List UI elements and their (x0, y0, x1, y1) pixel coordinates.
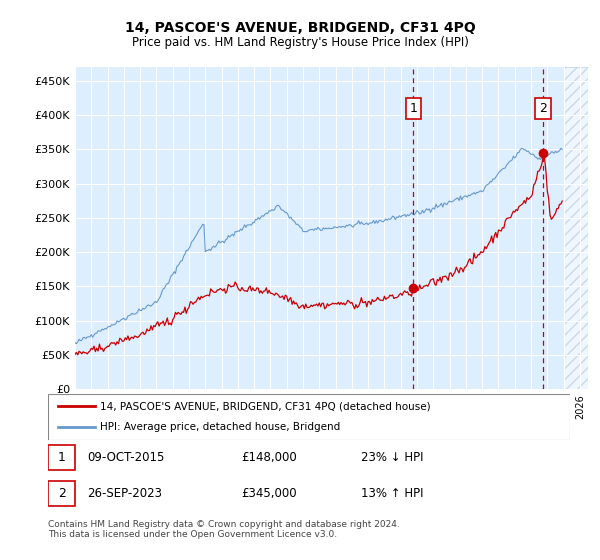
Text: 13% ↑ HPI: 13% ↑ HPI (361, 487, 424, 500)
Text: Contains HM Land Registry data © Crown copyright and database right 2024.
This d: Contains HM Land Registry data © Crown c… (48, 520, 400, 539)
Text: 1: 1 (409, 102, 418, 115)
Text: 26-SEP-2023: 26-SEP-2023 (87, 487, 162, 500)
Text: 2: 2 (58, 487, 65, 500)
FancyBboxPatch shape (48, 394, 570, 440)
Bar (563, 67, 596, 389)
Text: £148,000: £148,000 (241, 451, 297, 464)
Text: 14, PASCOE'S AVENUE, BRIDGEND, CF31 4PQ: 14, PASCOE'S AVENUE, BRIDGEND, CF31 4PQ (125, 21, 475, 35)
Text: HPI: Average price, detached house, Bridgend: HPI: Average price, detached house, Brid… (100, 422, 340, 432)
Text: Price paid vs. HM Land Registry's House Price Index (HPI): Price paid vs. HM Land Registry's House … (131, 36, 469, 49)
Text: 2: 2 (539, 102, 547, 115)
FancyBboxPatch shape (48, 445, 75, 470)
FancyBboxPatch shape (48, 480, 75, 506)
Text: 09-OCT-2015: 09-OCT-2015 (87, 451, 164, 464)
Text: £345,000: £345,000 (241, 487, 297, 500)
Text: 23% ↓ HPI: 23% ↓ HPI (361, 451, 424, 464)
Bar (413, 67, 572, 389)
Text: 14, PASCOE'S AVENUE, BRIDGEND, CF31 4PQ (detached house): 14, PASCOE'S AVENUE, BRIDGEND, CF31 4PQ … (100, 401, 431, 411)
Text: 1: 1 (58, 451, 65, 464)
